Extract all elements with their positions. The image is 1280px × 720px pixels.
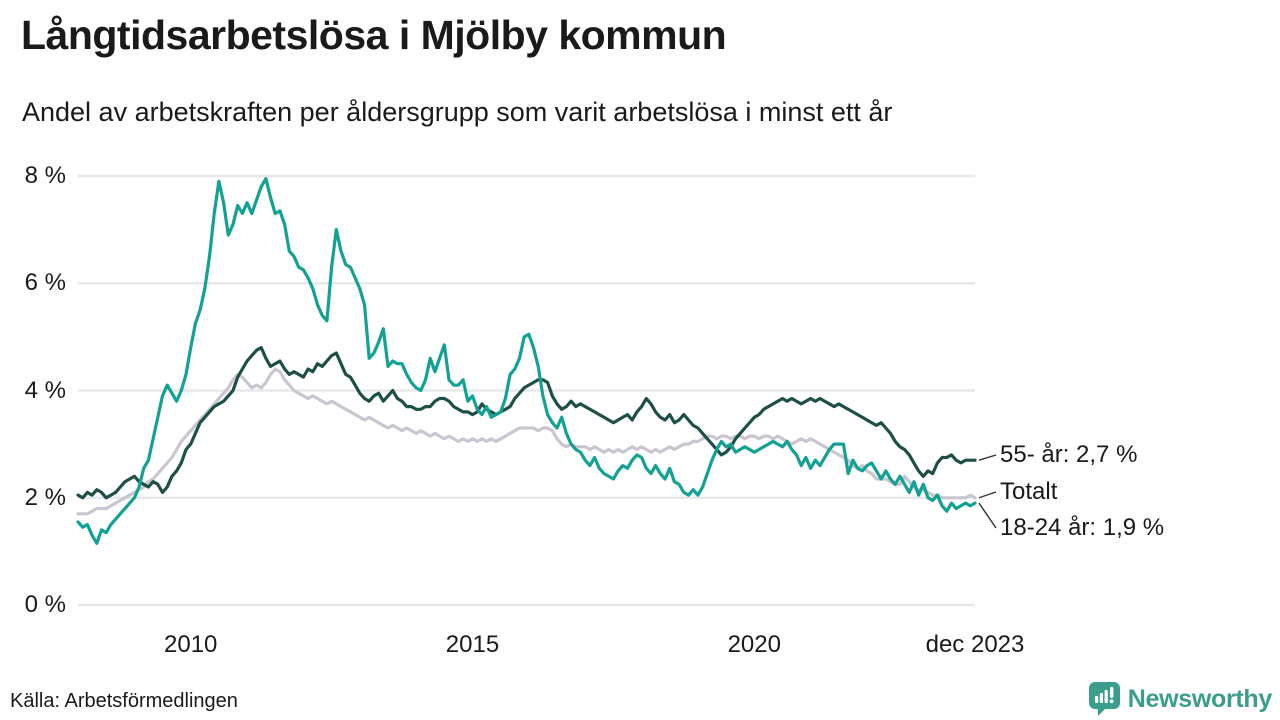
page-title: Långtidsarbetslösa i Mjölby kommun	[21, 12, 727, 58]
newsworthy-bubble-icon	[1088, 682, 1120, 716]
source-note: Källa: Arbetsförmedlingen	[10, 690, 238, 712]
x-axis-tick-label: 2020	[727, 631, 781, 658]
y-axis-tick-label: 4 %	[24, 376, 66, 404]
newsworthy-wordmark: Newsworthy	[1127, 684, 1273, 713]
y-axis-tick-label: 2 %	[24, 483, 66, 511]
newsworthy-logo: Newsworthy	[1088, 682, 1273, 716]
y-axis-tick-label: 0 %	[24, 591, 66, 618]
series-end-label-totalt: Totalt	[1000, 478, 1058, 505]
x-axis-tick-label: 2015	[445, 631, 500, 658]
line-chart	[76, 174, 997, 607]
y-axis-tick-label: 6 %	[24, 269, 66, 297]
page-subtitle: Andel av arbetskraften per åldersgrupp s…	[22, 97, 893, 127]
series-end-label-18-24-ar: 18-24 år: 1,9 %	[1000, 514, 1165, 541]
x-axis-tick-label: 2010	[164, 631, 218, 658]
series-end-label-55-ar: 55- år: 2,7 %	[1000, 441, 1138, 468]
x-axis-tick-label: dec 2023	[925, 631, 1025, 658]
y-axis-tick-label: 8 %	[24, 162, 66, 189]
